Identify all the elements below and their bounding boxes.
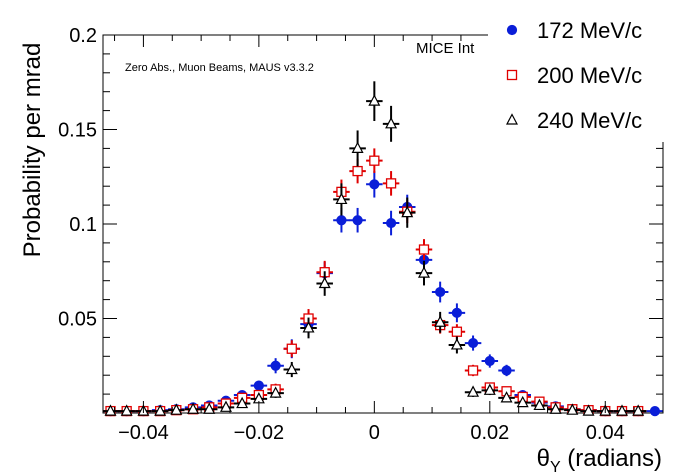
data-point	[269, 386, 282, 398]
data-point	[450, 338, 463, 350]
x-axis-title: θY (radians)	[537, 445, 662, 472]
data-point	[467, 337, 479, 349]
data-points	[103, 81, 663, 417]
data-point	[632, 404, 645, 416]
data-point	[435, 286, 446, 298]
axes: −0.04 −0.02 0 0.02 0.04 0.05 0.1 0.15 0.2	[58, 25, 664, 444]
annotation-right: MICE Int	[416, 40, 475, 57]
data-point	[369, 155, 380, 166]
data-point	[369, 179, 380, 190]
y-tick-label: 0.1	[69, 214, 97, 236]
data-point	[582, 404, 595, 416]
data-point	[286, 343, 297, 354]
x-axis-title-unit: (radians)	[561, 445, 662, 472]
data-point	[385, 217, 397, 229]
data-point	[120, 404, 133, 416]
data-point	[401, 205, 414, 218]
legend-marker	[506, 69, 518, 81]
data-point	[219, 400, 232, 412]
data-point	[236, 396, 249, 409]
data-point	[351, 141, 364, 153]
data-point	[501, 365, 512, 376]
data-point	[467, 385, 480, 397]
data-point	[368, 94, 381, 106]
data-point	[385, 178, 397, 189]
x-tick-label: 0.04	[586, 422, 625, 444]
data-point	[533, 398, 546, 411]
data-point	[270, 360, 281, 371]
data-point	[566, 403, 579, 415]
legend-label: 240 MeV/c	[537, 108, 642, 133]
x-tick-label: −0.02	[234, 422, 285, 444]
data-point	[434, 315, 447, 327]
x-tick-label: −0.04	[118, 422, 169, 444]
data-point	[352, 215, 363, 226]
data-point	[483, 383, 496, 395]
data-point	[417, 266, 430, 278]
data-point	[187, 402, 200, 414]
legend-label: 200 MeV/c	[537, 63, 642, 88]
data-point	[170, 403, 183, 415]
x-tick-label: 0	[369, 422, 380, 444]
data-point	[318, 276, 331, 289]
data-point	[285, 362, 298, 375]
data-point	[154, 404, 167, 416]
data-point	[418, 244, 430, 255]
data-point	[500, 391, 513, 403]
data-point	[336, 215, 347, 226]
series-0	[103, 171, 663, 417]
data-point	[385, 117, 398, 129]
data-point	[616, 404, 629, 416]
x-axis-title-sub: Y	[550, 459, 561, 472]
data-point	[253, 380, 264, 391]
data-point	[549, 402, 562, 414]
y-tick-label: 0.15	[58, 120, 97, 142]
data-point	[516, 395, 529, 408]
legend-marker	[506, 113, 518, 125]
y-tick-label: 0.2	[69, 25, 97, 47]
data-point	[451, 326, 463, 337]
data-point	[335, 192, 348, 205]
legend: 172 MeV/c 200 MeV/c 240 MeV/c	[506, 18, 642, 133]
data-point	[451, 307, 462, 318]
data-point	[302, 321, 315, 333]
y-tick-label: 0.05	[58, 309, 97, 331]
legend-label: 172 MeV/c	[537, 18, 642, 43]
data-point	[203, 402, 216, 414]
legend-box	[488, 0, 696, 142]
data-point	[467, 365, 479, 376]
data-point	[352, 165, 363, 177]
x-axis-title-theta: θ	[537, 445, 550, 472]
legend-marker	[506, 24, 518, 36]
annotation-left: Zero Abs., Muon Beams, MAUS v3.3.2	[125, 62, 314, 74]
data-point	[104, 404, 117, 416]
x-tick-label: 0.02	[470, 422, 509, 444]
y-axis-title: Probability per mrad	[19, 43, 46, 258]
data-point	[484, 355, 495, 367]
data-point	[649, 406, 661, 417]
